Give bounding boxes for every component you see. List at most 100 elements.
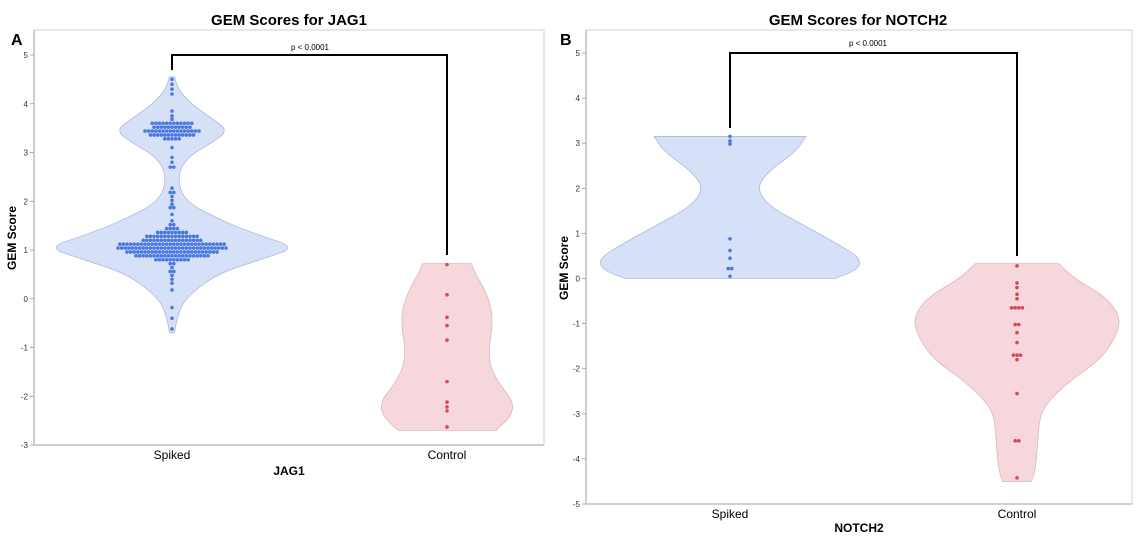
panel-a-data-point-spiked (173, 254, 178, 258)
panel-a-data-point-spiked (146, 250, 151, 254)
panel-a-data-point-spiked (155, 234, 160, 239)
panel-a-data-point-spiked (170, 117, 174, 122)
panel-b-data-point-control (1013, 439, 1017, 443)
panel-a-title: GEM Scores for JAG1 (211, 12, 367, 29)
panel-a-data-point-spiked (168, 121, 172, 126)
panel-b-data-point-control (1015, 281, 1019, 285)
panel-a-data-point-spiked (172, 269, 176, 274)
panel-a-data-point-spiked (164, 226, 169, 231)
panel-a-data-point-spiked (170, 265, 174, 270)
panel-a-data-point-spiked (168, 226, 172, 231)
panel-a-data-point-spiked (155, 238, 160, 243)
panel-a-data-point-spiked (166, 234, 171, 239)
panel-a-data-point-spiked (177, 238, 181, 243)
panel-a-data-point-spiked (172, 226, 176, 231)
panel-a-data-point-spiked (177, 133, 181, 137)
panel-a-data-point-spiked (161, 257, 165, 262)
panel-a-data-point-spiked (170, 230, 174, 235)
panel-b-data-point-spiked (728, 237, 732, 241)
panel-b-data-point-spiked (726, 266, 730, 271)
panel-a-data-point-spiked (191, 238, 196, 243)
panel-b-y-tick-label: -2 (573, 365, 581, 374)
panel-a-data-point-spiked (181, 133, 185, 137)
panel-a-data-point-spiked (146, 129, 151, 133)
panel-a-data-point-spiked (166, 238, 171, 243)
panel-a-data-point-spiked (170, 186, 174, 190)
panel-a-data-point-spiked (141, 246, 145, 250)
panel-a-data-point-spiked (155, 133, 160, 137)
panel-a-data-point-spiked (145, 254, 149, 258)
panel-a-data-point-spiked (118, 242, 122, 246)
panel-a-data-point-control (445, 405, 449, 409)
panel-a-data-point-spiked (159, 238, 163, 243)
panel-a-data-point-spiked (220, 246, 225, 250)
panel-a-data-point-spiked (164, 242, 169, 246)
panel-a-data-point-spiked (164, 121, 169, 126)
panel-b-significance-bracket (729, 52, 1018, 256)
panel-a-data-point-spiked (172, 190, 176, 195)
panel-a-data-point-spiked (195, 234, 199, 239)
panel-a-data-point-spiked (218, 242, 223, 246)
panel-a-data-point-spiked (175, 129, 180, 133)
panel-a-data-point-spiked (137, 254, 142, 258)
panel-a-data-point-spiked (172, 121, 176, 126)
panel-b-title: GEM Scores for NOTCH2 (769, 12, 947, 29)
panel-a-data-point-spiked (172, 250, 176, 254)
panel-a-data-point-spiked (170, 281, 174, 285)
panel-a-data-point-spiked (157, 121, 162, 126)
panel-a-data-point-spiked (166, 230, 171, 235)
panel-a-data-point-spiked (190, 129, 194, 133)
panel-a-data-point-spiked (172, 205, 176, 210)
panel-a-data-point-spiked (170, 327, 174, 331)
panel-a-data-point-spiked (173, 230, 178, 235)
panel-b-data-point-control (1015, 296, 1019, 301)
panel-a-data-point-control (445, 425, 449, 429)
panel-a-data-point-spiked (170, 316, 174, 321)
panel-b-y-tick-label: 5 (576, 49, 581, 58)
panel-a-data-point-spiked (141, 238, 145, 243)
panel-a-y-tick-label: 4 (24, 100, 29, 109)
panel-b-y-tick-label: 2 (576, 184, 581, 193)
panel-a-data-point-spiked (143, 129, 147, 133)
panel-b-violin-spiked (599, 136, 861, 279)
panel-a-data-point-spiked (190, 250, 194, 254)
panel-b-data-point-spiked (728, 274, 732, 279)
panel-a-data-point-spiked (152, 125, 156, 129)
panel-a-violin-control (381, 263, 513, 431)
panel-a-data-point-spiked (154, 257, 158, 262)
panel-a-data-point-spiked (175, 121, 180, 126)
panel-b-data-point-control (1009, 306, 1014, 310)
panel-a-data-point-spiked (168, 242, 172, 246)
panel-b-plot: -5 -4 -3 -2 -1 0 1 2 3 4 5 (573, 29, 1133, 509)
panel-a-data-point-spiked (173, 137, 178, 141)
panel-a-data-point-spiked (154, 121, 158, 126)
panel-a-data-point-spiked (168, 269, 172, 274)
panel-a-data-point-spiked (175, 226, 180, 231)
panel-a-data-point-spiked (170, 288, 174, 292)
panel-a-data-point-spiked (173, 238, 178, 243)
panel-a-data-point-spiked (184, 254, 189, 258)
panel-a-data-point-spiked (188, 234, 192, 239)
panel-a-data-point-spiked (148, 133, 153, 137)
panel-a-data-point-spiked (200, 242, 205, 246)
panel-a-data-point-spiked (150, 129, 154, 133)
panel-a-data-point-spiked (177, 246, 181, 250)
panel-a-data-point-spiked (193, 250, 198, 254)
panel-a-data-point-spiked (177, 234, 181, 239)
panel-a-data-point-spiked (215, 250, 219, 254)
panel-a-y-tick-label: -1 (21, 344, 29, 353)
panel-a-data-point-spiked (224, 246, 228, 250)
panel-a-data-point-spiked (208, 242, 212, 246)
panel-a-data-point-spiked (200, 250, 205, 254)
panel-a-data-point-spiked (163, 254, 167, 258)
panel-b-data-point-spiked (728, 139, 732, 143)
panel-a-data-point-spiked (172, 129, 176, 133)
panel-a-data-point-spiked (191, 133, 196, 137)
panel-a-data-point-spiked (154, 250, 158, 254)
panel-a-data-point-spiked (217, 246, 221, 250)
panel-b-y-tick-label: 4 (576, 94, 581, 103)
panel-a-data-point-spiked (139, 242, 144, 246)
panel-a-data-point-control (445, 315, 449, 320)
panel-a-data-point-spiked (222, 242, 226, 246)
panel-a-data-point-spiked (161, 129, 165, 133)
